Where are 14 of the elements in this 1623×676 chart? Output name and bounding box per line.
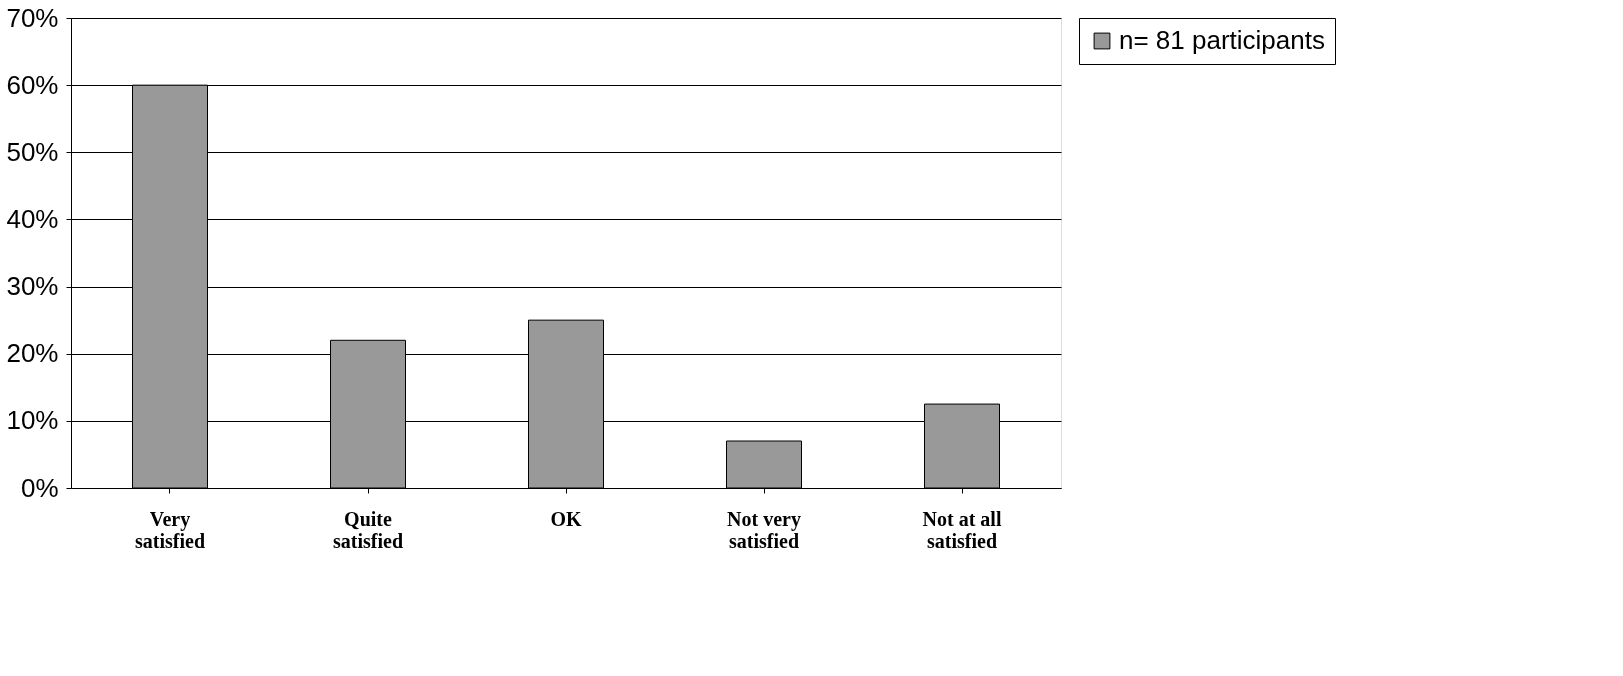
y-tick-label: 30% xyxy=(6,271,59,302)
y-tick-label: 50% xyxy=(6,136,59,167)
y-tick-label: 70% xyxy=(6,2,59,33)
x-tick-label: Quite satisfied xyxy=(333,507,403,552)
legend-label: n= 81 participants xyxy=(1119,25,1325,55)
y-tick-label: 20% xyxy=(6,338,59,369)
y-tick-label: 0% xyxy=(20,472,59,503)
y-tick-label: 10% xyxy=(6,405,59,436)
x-tick-label: Not very satisfied xyxy=(727,507,801,552)
x-tick-label: Very satisfied xyxy=(135,507,205,552)
y-tick-label: 60% xyxy=(6,69,59,100)
x-tick-label: OK xyxy=(550,507,582,530)
y-tick-label: 40% xyxy=(6,203,59,234)
x-tick-label: Not at all satisfied xyxy=(922,507,1002,552)
